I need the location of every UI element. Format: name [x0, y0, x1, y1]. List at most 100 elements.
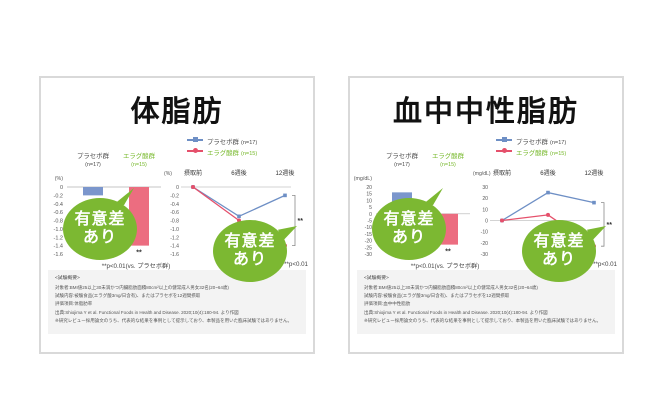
significance-bubble: 有意差 あり: [213, 220, 297, 282]
summary-line-source: 出典:Shiojima Y et al. Functional Foods in…: [364, 309, 548, 315]
legend-item-ellagic: エラグ酸群 (n=15): [187, 145, 257, 157]
summary-line-disclaimer: ※研究レビュー採用論文のうち、代表的な結果を事例として提示しており、本製品を用い…: [55, 318, 293, 324]
svg-text:**: **: [607, 222, 613, 229]
significance-bubble: 有意差 あり: [372, 188, 446, 260]
svg-text:6週後: 6週後: [540, 169, 556, 177]
svg-text:-10: -10: [481, 230, 489, 236]
svg-text:-0.8: -0.8: [170, 219, 179, 225]
svg-text:0: 0: [485, 219, 488, 225]
significance-note-line: **p<0.01: [284, 261, 308, 268]
summary-line-endpoint: 評価項目:血中中性脂肪: [364, 301, 411, 307]
bubble-text: あり: [541, 251, 576, 268]
legend-item-placebo: プラセボ群 (n=17): [496, 134, 566, 146]
line-chart-legend: プラセボ群 (n=17) エラグ酸群 (n=15): [187, 134, 257, 157]
legend-label: エラグ酸群 (n=15): [207, 149, 258, 157]
svg-text:**: **: [298, 218, 304, 225]
svg-text:0: 0: [369, 212, 372, 218]
circle-marker-icon: [502, 148, 507, 153]
svg-text:エラグ酸群: エラグ酸群: [123, 151, 156, 160]
legend-label: エラグ酸群 (n=15): [516, 149, 567, 157]
bubble-text: あり: [232, 251, 267, 268]
svg-text:-1.6: -1.6: [54, 252, 63, 258]
svg-text:(%): (%): [55, 176, 63, 182]
summary-line-subjects: 対象者:BMI値25以上30未満かつ内臓脂肪面積80cm²以上の健常成人男女32…: [364, 284, 538, 290]
svg-text:6週後: 6週後: [231, 169, 247, 177]
summary-line-source: 出典:Shiojima Y et al. Functional Foods in…: [55, 309, 239, 315]
legend-line-icon: [187, 137, 203, 142]
significance-bubble: 有意差 あり: [522, 220, 606, 282]
svg-text:-10: -10: [365, 225, 373, 231]
circle-marker-icon: [193, 148, 198, 153]
svg-text:-1.6: -1.6: [170, 252, 179, 258]
svg-text:20: 20: [482, 196, 488, 202]
square-marker-icon: [502, 137, 507, 142]
svg-text:5: 5: [369, 205, 372, 211]
bubble-text: 有意差: [383, 211, 435, 229]
significance-bubble: 有意差 あり: [63, 188, 137, 260]
summary-line-method: 試験内容:被験食品(エラグ酸3mg/日含有)、またはプラセボを12週間摂取: [55, 293, 201, 299]
summary-heading: <試験概要>: [55, 276, 80, 281]
svg-text:10: 10: [482, 207, 488, 213]
svg-text:-0.6: -0.6: [54, 210, 63, 216]
summary-line-method: 試験内容:被験食品(エラグ酸3mg/日含有)、またはプラセボを12週間摂取: [364, 293, 510, 299]
svg-text:-0.4: -0.4: [54, 202, 63, 208]
svg-text:-0.4: -0.4: [170, 202, 179, 208]
square-marker-icon: [193, 137, 198, 142]
svg-text:(mg/dL): (mg/dL): [354, 176, 372, 182]
svg-text:12週後: 12週後: [276, 169, 295, 177]
summary-heading: <試験概要>: [364, 276, 389, 281]
svg-text:-5: -5: [367, 219, 372, 225]
bubble-text: 有意差: [224, 233, 276, 251]
line-chart-triglycerides: (mg/dL) 摂取前 6週後 12週後 30 20 10 0 -10 -20 -30 **: [473, 169, 613, 258]
page-title: 血中中性脂肪: [392, 96, 579, 128]
summary-line-endpoint: 評価項目:体脂肪率: [55, 301, 93, 307]
significance-note-line: **p<0.01: [593, 261, 617, 268]
svg-text:-0.8: -0.8: [54, 219, 63, 225]
svg-text:12週後: 12週後: [585, 169, 604, 177]
svg-text:-30: -30: [365, 252, 373, 258]
study-summary: <試験概要> 対象者:BMI値25以上30未満かつ内臓脂肪面積80cm²以上の健…: [357, 270, 615, 334]
bubble-text: あり: [82, 229, 117, 246]
svg-text:-1.2: -1.2: [170, 235, 179, 241]
svg-text:(n=17): (n=17): [394, 162, 410, 168]
summary-line-subjects: 対象者:BMI値25以上30未満かつ内臓脂肪面積80cm²以上の健常成人男女32…: [55, 284, 229, 290]
svg-text:-1.2: -1.2: [54, 235, 63, 241]
svg-text:(n=15): (n=15): [440, 162, 456, 168]
svg-text:**: **: [445, 249, 451, 256]
svg-text:10: 10: [366, 198, 372, 204]
svg-text:0: 0: [60, 185, 63, 191]
bubble-text: 有意差: [533, 233, 585, 251]
svg-text:(%): (%): [164, 171, 172, 177]
legend-line-icon: [496, 137, 512, 142]
svg-text:摂取前: 摂取前: [184, 169, 202, 177]
svg-text:(n=15): (n=15): [131, 162, 147, 168]
svg-text:-0.2: -0.2: [170, 193, 179, 199]
svg-text:-0.6: -0.6: [170, 210, 179, 216]
svg-text:(n=17): (n=17): [85, 162, 101, 168]
bubble-text: あり: [391, 229, 426, 246]
legend-line-icon: [187, 148, 203, 153]
legend-line-icon: [496, 148, 512, 153]
svg-text:-1.4: -1.4: [54, 244, 63, 250]
bar-chart-body-fat: プラセボ群 (n=17) エラグ酸群 (n=15) (%) 0 -0.2 -0.4 -0.6 -0…: [54, 151, 161, 258]
significance-note-bar: **p<0.01(vs. プラセボ群): [410, 263, 480, 270]
svg-text:-20: -20: [365, 239, 373, 245]
svg-text:(mg/dL): (mg/dL): [473, 171, 491, 177]
svg-text:20: 20: [366, 185, 372, 191]
svg-text:-1.0: -1.0: [54, 227, 63, 233]
summary-line-disclaimer: ※研究レビュー採用論文のうち、代表的な結果を事例として提示しており、本製品を用い…: [364, 318, 602, 324]
svg-text:エラグ酸群: エラグ酸群: [432, 151, 465, 160]
legend-item-ellagic: エラグ酸群 (n=15): [496, 145, 566, 157]
svg-text:15: 15: [366, 192, 372, 198]
svg-text:-1.4: -1.4: [170, 244, 179, 250]
bubble-text: 有意差: [74, 211, 126, 229]
svg-text:-30: -30: [481, 252, 489, 258]
significance-note-bar: **p<0.01(vs. プラセボ群): [101, 263, 171, 270]
legend-label: プラセボ群 (n=17): [516, 138, 567, 146]
legend-item-placebo: プラセボ群 (n=17): [187, 134, 257, 146]
svg-text:-0.2: -0.2: [54, 193, 63, 199]
svg-text:0: 0: [176, 185, 179, 191]
svg-text:プラセボ群: プラセボ群: [77, 151, 110, 160]
svg-text:-15: -15: [365, 232, 373, 238]
svg-text:-20: -20: [481, 241, 489, 247]
